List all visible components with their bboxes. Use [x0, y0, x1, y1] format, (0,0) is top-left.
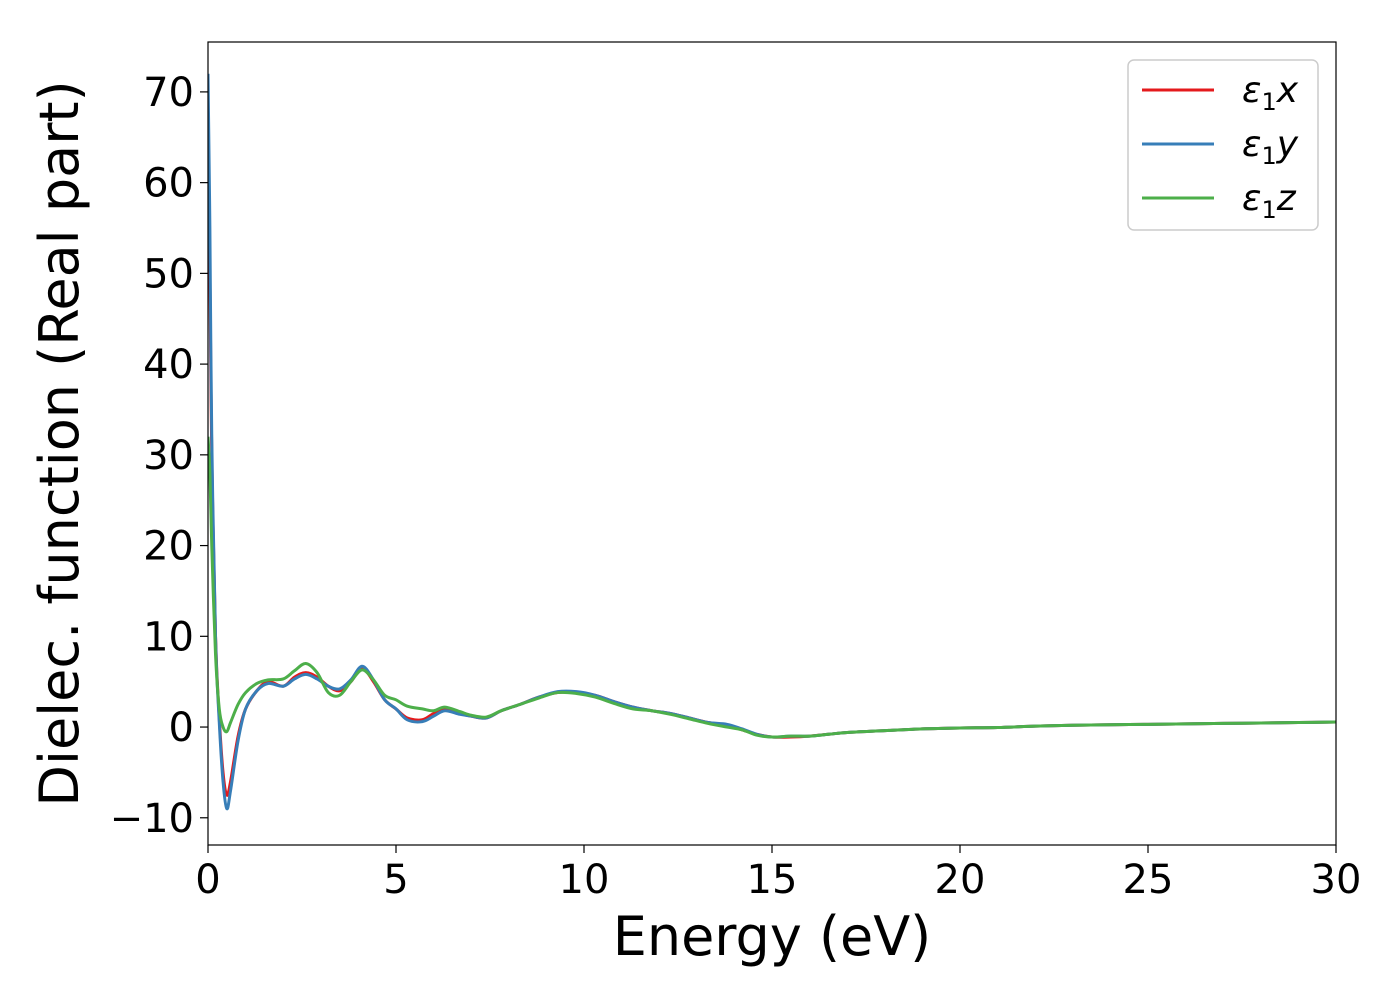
y-tick-label: 50 — [143, 251, 194, 297]
y-tick-label: 40 — [143, 342, 194, 388]
x-tick-label: 0 — [195, 857, 220, 903]
x-tick-label: 20 — [935, 857, 986, 903]
y-tick-label: 60 — [143, 161, 194, 207]
legend-label-y: ε1y — [1242, 124, 1299, 170]
x-tick-label: 10 — [559, 857, 610, 903]
series-line-z — [208, 436, 1336, 739]
x-tick-label: 5 — [383, 857, 408, 903]
y-tick-label: 10 — [143, 614, 194, 660]
x-axis-label: Energy (eV) — [613, 905, 932, 968]
y-tick-label: 20 — [143, 524, 194, 570]
y-tick-label: 30 — [143, 433, 194, 479]
legend: ε1x ε1y ε1z — [1127, 59, 1319, 231]
x-tick-label: 25 — [1123, 857, 1174, 903]
x-tick-label: 30 — [1311, 857, 1362, 903]
y-axis-label: Dielec. function (Real part) — [28, 80, 91, 806]
series-layer — [208, 73, 1336, 811]
legend-label-x: ε1x — [1242, 70, 1299, 116]
y-tick-label: 0 — [169, 705, 194, 751]
legend-label-z: ε1z — [1242, 178, 1297, 224]
series-line-x — [208, 182, 1336, 797]
y-tick-label: 70 — [143, 70, 194, 116]
legend-box — [1127, 59, 1319, 231]
x-tick-label: 15 — [747, 857, 798, 903]
y-tick-label: −10 — [110, 796, 194, 842]
